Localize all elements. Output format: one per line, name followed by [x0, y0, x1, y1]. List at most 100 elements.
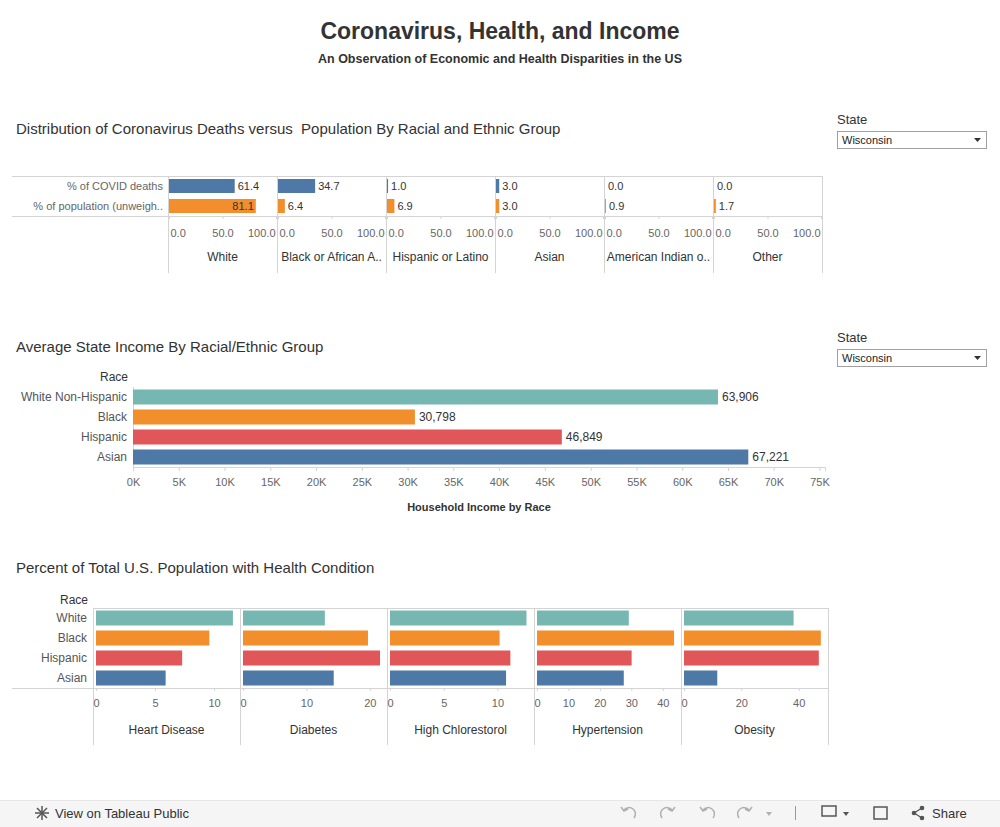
bars [605, 199, 607, 213]
dropdown-arrow[interactable] [974, 138, 981, 142]
row-label: Hispanic [81, 430, 127, 444]
fullscreen-button[interactable] [874, 807, 887, 819]
data-label: 81.1 [232, 200, 253, 212]
tick-mark [712, 216, 713, 219]
y-axis-header: Race [60, 593, 88, 607]
tick: 50.0 [648, 216, 669, 239]
frame-line [604, 176, 605, 273]
tick-label: 0K [127, 476, 141, 488]
tick-mark [496, 216, 497, 219]
tick-label: 50.0 [430, 227, 451, 239]
data-label: 0.0 [717, 180, 732, 192]
facet-label: Obesity [734, 723, 775, 737]
bar [278, 199, 285, 213]
x-axis: 0510 [93, 688, 240, 709]
tick-mark [270, 467, 271, 471]
tick: 50.0 [757, 216, 778, 239]
tick: 40 [793, 688, 805, 709]
tick-mark [276, 216, 277, 219]
tick-label: 40K [490, 476, 510, 488]
dropdown-value[interactable]: Wisconsin [842, 134, 892, 146]
axis-line [244, 689, 388, 692]
data-label: 0.9 [609, 200, 624, 212]
tick-mark [684, 688, 685, 691]
tick: 50.0 [430, 216, 451, 239]
undo-button[interactable] [621, 807, 635, 818]
tick-mark [603, 216, 604, 219]
tick-label: 0.0 [171, 227, 186, 239]
tick: 50.0 [321, 216, 342, 239]
facet-panel: 0510High Chlorestorol [387, 611, 534, 738]
tick: 65K [719, 467, 739, 488]
chart-health-conditions: Percent of Total U.S. Population with He… [12, 559, 829, 745]
frame-line [12, 176, 822, 177]
chart-income: Average State Income By Racial/Ethnic Gr… [16, 338, 830, 513]
tick-mark [96, 688, 97, 691]
bar [278, 179, 315, 193]
tick-label: 0.0 [498, 227, 513, 239]
tick-mark [223, 216, 224, 219]
tick-mark [390, 688, 391, 691]
tick: 30K [398, 467, 418, 488]
tick: 0.0 [606, 216, 622, 239]
tick-label: 5 [441, 697, 447, 709]
tick-label: 30K [398, 476, 418, 488]
x-axis: 0.050.0100.0 [715, 216, 822, 239]
tick: 20K [307, 467, 327, 488]
state-filter[interactable]: StateWisconsin [837, 330, 987, 367]
download-button[interactable] [822, 806, 836, 816]
tick-mark [316, 467, 317, 471]
bar [387, 199, 394, 213]
tick-mark [659, 216, 660, 219]
tick-mark [155, 688, 156, 691]
facet-label: Diabetes [290, 723, 337, 737]
refresh-button[interactable] [738, 807, 752, 818]
tick: 0K [127, 467, 141, 488]
dropdown-value[interactable]: Wisconsin [842, 352, 892, 364]
tick: 0.0 [279, 216, 295, 239]
tick-mark [243, 688, 244, 691]
tick: 100.0 [684, 216, 713, 239]
bars [496, 179, 499, 213]
tick: 0.0 [497, 216, 513, 239]
dropdown-arrow[interactable] [766, 812, 772, 816]
tick: 0 [534, 688, 540, 709]
bar [96, 631, 209, 646]
tableau-icon[interactable] [35, 806, 49, 820]
data-label: 1.0 [391, 180, 406, 192]
tick-label: 0 [534, 697, 540, 709]
download-arrow[interactable] [843, 812, 849, 816]
row-label: White Non-Hispanic [21, 390, 127, 404]
x-axis: 0K5K10K15K20K25K30K35K40K45K50K55K60K65K… [127, 467, 831, 488]
tick-label: 20K [307, 476, 327, 488]
frame-line [168, 176, 169, 273]
revert-button[interactable] [700, 807, 714, 818]
redo-button[interactable] [661, 807, 675, 818]
toolbar-background [0, 800, 1000, 827]
frame-line [386, 176, 387, 273]
axis-line [97, 689, 241, 692]
dropdown[interactable] [838, 132, 987, 149]
facet-panel: 010203040Hypertension [534, 611, 681, 738]
bar [133, 390, 718, 405]
dropdown[interactable] [838, 350, 987, 367]
state-filter[interactable]: StateWisconsin [837, 112, 987, 149]
tick-mark [306, 688, 307, 691]
tick-label: 35K [444, 476, 464, 488]
x-axis: 010203040 [534, 688, 681, 709]
row-label: Black [58, 631, 88, 645]
bar [684, 631, 821, 646]
tick-label: 15K [261, 476, 281, 488]
frame-line [277, 176, 278, 273]
tableau-link[interactable]: View on Tableau Public [55, 806, 189, 821]
tick-label: 5 [152, 697, 158, 709]
frame-line [713, 176, 714, 273]
x-axis: 02040 [681, 688, 828, 709]
share-icon[interactable] [912, 806, 925, 821]
dropdown-arrow[interactable] [974, 356, 981, 360]
tick-label: 5K [173, 476, 187, 488]
share-button[interactable]: Share [932, 806, 967, 821]
tick-mark [332, 216, 333, 219]
row-label: Hispanic [41, 651, 87, 665]
tick-mark [821, 216, 822, 219]
